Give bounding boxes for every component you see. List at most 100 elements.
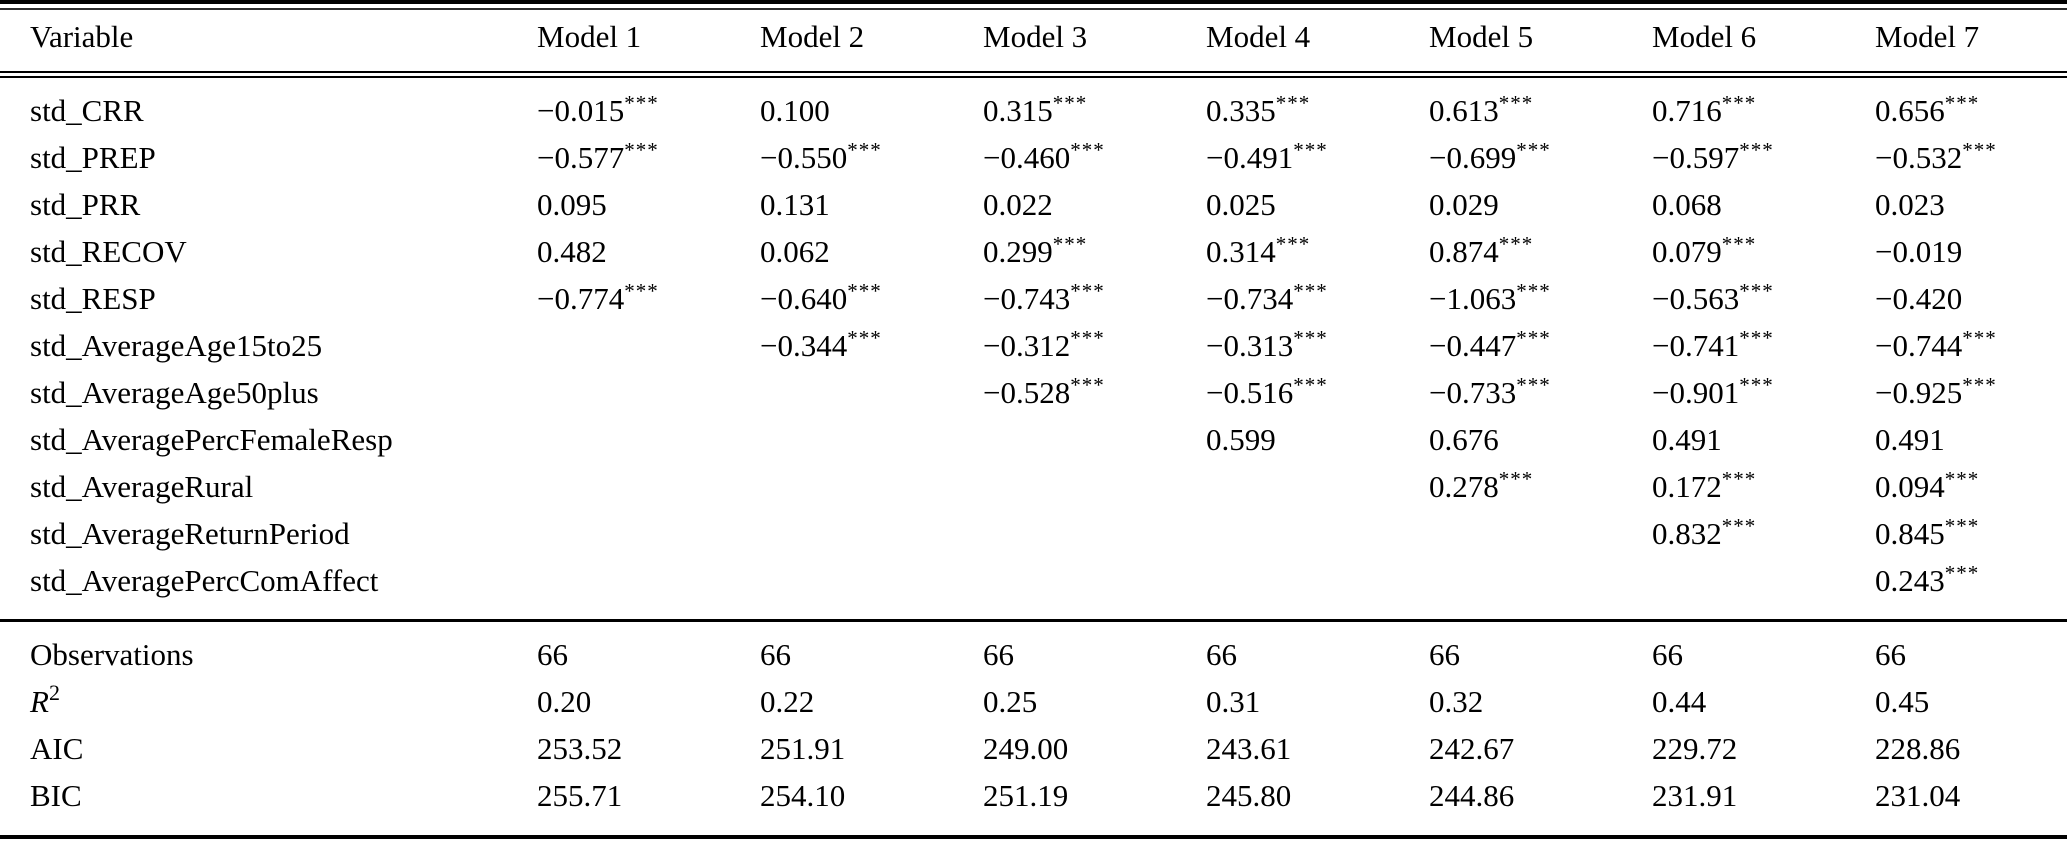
significance-stars: ***: [1293, 373, 1328, 397]
stat-cell: 251.19: [983, 772, 1206, 819]
coefficient-cell: −0.019: [1875, 228, 2067, 275]
significance-stars: ***: [1498, 467, 1534, 491]
variable-cell: std_AveragePercFemaleResp: [0, 416, 537, 463]
coefficient-cell: 0.482: [537, 228, 760, 275]
coefficient-value: −0.019: [1875, 234, 1963, 269]
variable-name: std_PRR: [30, 187, 141, 222]
stat-cell: 66: [983, 631, 1206, 678]
significance-stars: ***: [1070, 279, 1105, 303]
coefficient-value: 0.068: [1652, 187, 1722, 222]
coefficient-value: 0.676: [1429, 422, 1499, 457]
stat-value: 244.86: [1429, 778, 1515, 813]
stat-cell: 249.00: [983, 725, 1206, 772]
column-header-variable: Variable: [0, 10, 537, 64]
variable-cell: std_AverageAge15to25: [0, 322, 537, 369]
coefficient-value: 0.845: [1875, 516, 1945, 551]
coefficient-value: −0.901: [1652, 375, 1740, 410]
coefficient-cell: 0.023: [1875, 181, 2067, 228]
coefficient-cell: 0.131: [760, 181, 983, 228]
significance-stars: ***: [1516, 373, 1551, 397]
coefficient-cell: −0.015***: [537, 87, 760, 138]
coefficient-value: −0.741: [1652, 328, 1740, 363]
significance-stars: ***: [1516, 138, 1551, 162]
coefficient-cell: 0.832***: [1652, 510, 1875, 561]
significance-stars: ***: [624, 138, 659, 162]
variable-cell: std_RECOV: [0, 228, 537, 275]
stat-value: 251.19: [983, 778, 1069, 813]
significance-stars: ***: [1070, 138, 1105, 162]
significance-stars: ***: [1944, 561, 1980, 585]
coefficient-cell: −0.577***: [537, 134, 760, 185]
coefficient-value: 0.131: [760, 187, 830, 222]
table-row: std_AveragePercFemaleResp 0.599 0.676 0.491…: [0, 416, 2067, 463]
spacer: [0, 604, 2067, 619]
significance-stars: ***: [1293, 326, 1328, 350]
stat-label-superscript: 2: [48, 680, 60, 705]
coefficient-value: −0.491: [1206, 140, 1294, 175]
coefficient-value: 0.314: [1206, 234, 1276, 269]
stat-label-cell: AIC: [0, 725, 537, 772]
coefficient-value: 0.172: [1652, 469, 1722, 504]
coefficient-cell: −0.743***: [983, 275, 1206, 326]
stat-cell: 66: [1429, 631, 1652, 678]
spacer: [0, 819, 2067, 835]
coefficient-cell: −0.733***: [1429, 369, 1652, 420]
stat-cell: 254.10: [760, 772, 983, 819]
stat-cell: 66: [1206, 631, 1429, 678]
coefficient-value: 0.315: [983, 93, 1053, 128]
stat-label-cell: Observations: [0, 631, 537, 678]
table-row: std_AverageRural 0.278*** 0.172*** 0.094***: [0, 463, 2067, 510]
table-row: std_RECOV 0.482 0.062 0.299*** 0.314*** 0.874…: [0, 228, 2067, 275]
stat-value: 242.67: [1429, 731, 1515, 766]
stat-value: 243.61: [1206, 731, 1292, 766]
table-header-row: Variable Model 1 Model 2 Model 3 Model 4 Mode…: [0, 10, 2067, 71]
table-row: std_AverageAge50plus −0.528*** −0.516*** −0…: [0, 369, 2067, 416]
stat-row: AIC 253.52 251.91 249.00 243.61 242.67 229.72 2…: [0, 725, 2067, 772]
column-header-model-5: Model 5: [1429, 10, 1652, 64]
stat-value: 255.71: [537, 778, 623, 813]
stat-value: 0.25: [983, 684, 1038, 719]
coefficient-cell: 0.716***: [1652, 87, 1875, 138]
coefficient-value: 0.874: [1429, 234, 1499, 269]
stat-value: 66: [760, 637, 791, 672]
variable-cell: std_AverageRural: [0, 463, 537, 510]
coefficient-value: 0.599: [1206, 422, 1276, 457]
stat-cell: 0.32: [1429, 678, 1652, 725]
coefficient-cell: −0.516***: [1206, 369, 1429, 420]
coefficient-cell: 0.243***: [1875, 557, 2067, 608]
coefficient-cell: 0.845***: [1875, 510, 2067, 561]
header-separator-rule: [0, 71, 2067, 78]
stat-label-cell: BIC: [0, 772, 537, 819]
coefficient-cell: 0.676: [1429, 416, 1652, 463]
column-header-model-7: Model 7: [1875, 10, 2067, 64]
significance-stars: ***: [1070, 373, 1105, 397]
significance-stars: ***: [1721, 91, 1757, 115]
coefficient-cell: 0.874***: [1429, 228, 1652, 279]
coefficient-cell: −0.528***: [983, 369, 1206, 420]
variable-name: std_RECOV: [30, 234, 187, 269]
stat-cell: 251.91: [760, 725, 983, 772]
coefficient-cell: 0.079***: [1652, 228, 1875, 279]
stat-cell: 66: [537, 631, 760, 678]
stat-value: 0.44: [1652, 684, 1707, 719]
coefficient-cell: −0.925***: [1875, 369, 2067, 420]
table-row: std_PRR 0.095 0.131 0.022 0.025 0.029 0.068 0.0…: [0, 181, 2067, 228]
coefficient-cell: 0.656***: [1875, 87, 2067, 138]
stat-label: Observations: [30, 637, 194, 672]
coefficient-cell: 0.299***: [983, 228, 1206, 279]
significance-stars: ***: [1275, 91, 1311, 115]
table-bottom-rule: [0, 835, 2067, 839]
significance-stars: ***: [1739, 138, 1774, 162]
coefficient-value: −0.734: [1206, 281, 1294, 316]
stat-cell: 0.44: [1652, 678, 1875, 725]
coefficient-cell: −0.344***: [760, 322, 983, 373]
significance-stars: ***: [1962, 326, 1997, 350]
coefficient-cell: −0.734***: [1206, 275, 1429, 326]
spacer: [0, 622, 2067, 631]
significance-stars: ***: [1962, 373, 1997, 397]
coefficient-value: 0.079: [1652, 234, 1722, 269]
column-header-label: Model 4: [1206, 19, 1311, 54]
coefficient-cell: 0.314***: [1206, 228, 1429, 279]
coefficient-value: −1.063: [1429, 281, 1517, 316]
